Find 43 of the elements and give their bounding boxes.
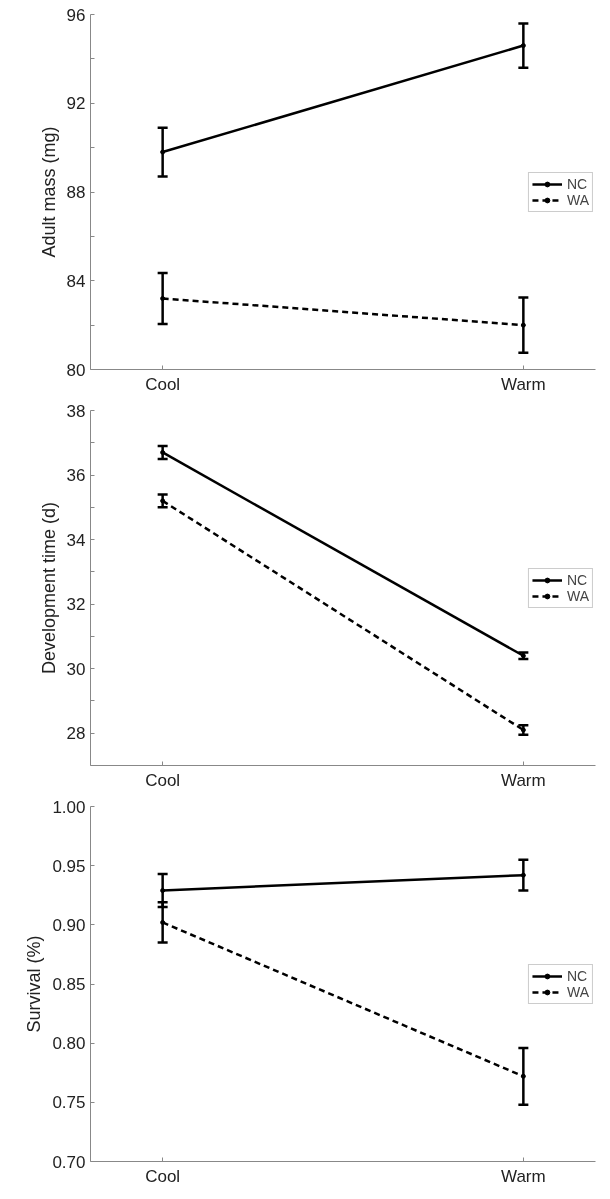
y-axis-title: Adult mass (mg) [38,126,59,258]
legend-label: WA [566,983,589,1000]
y-tick-label: 80 [66,360,86,380]
point [520,43,526,49]
y-tick-label: 0.90 [52,915,86,935]
y-axis-title: Survival (%) [24,935,45,1033]
x-tick-label: Warm [501,770,546,790]
legend-label: NC [566,967,588,984]
point [160,296,166,301]
y-tick-label: 1.00 [52,797,86,817]
y-tick-label: 32 [66,595,86,615]
y-axis-title: Development time (d) [38,501,59,675]
x-tick-label: Warm [501,1166,546,1186]
y-tick-label: 0.85 [52,975,86,994]
legend-label: NC [566,571,588,588]
x-tick-label: Cool [145,770,181,790]
point [160,498,166,504]
y-tick-label: 84 [66,271,86,291]
legend-label: WA [566,587,589,604]
y-tick-label: 30 [66,659,86,679]
y-tick-label: 96 [66,5,86,25]
y-tick-label: 38 [66,401,86,421]
y-tick-label: 0.75 [52,1093,86,1113]
point [160,449,166,455]
legend-label: WA [566,191,589,208]
point [160,888,166,894]
point [520,1073,526,1079]
point [520,322,526,328]
x-tick-label: Warm [501,374,546,394]
point [160,149,166,155]
y-tick-label: 92 [66,94,86,114]
y-tick-label: 0.80 [52,1034,86,1054]
y-tick-label: 0.70 [52,1152,86,1172]
point [520,872,526,878]
y-tick-label: 88 [66,183,86,202]
y-tick-label: 28 [66,724,86,744]
y-tick-label: 34 [66,530,86,550]
x-tick-label: Cool [145,374,181,394]
x-tick-label: Cool [145,1166,181,1186]
point [160,919,166,925]
y-tick-label: 0.95 [52,856,86,876]
y-tick-label: 36 [66,466,86,486]
legend-label: NC [566,175,588,192]
